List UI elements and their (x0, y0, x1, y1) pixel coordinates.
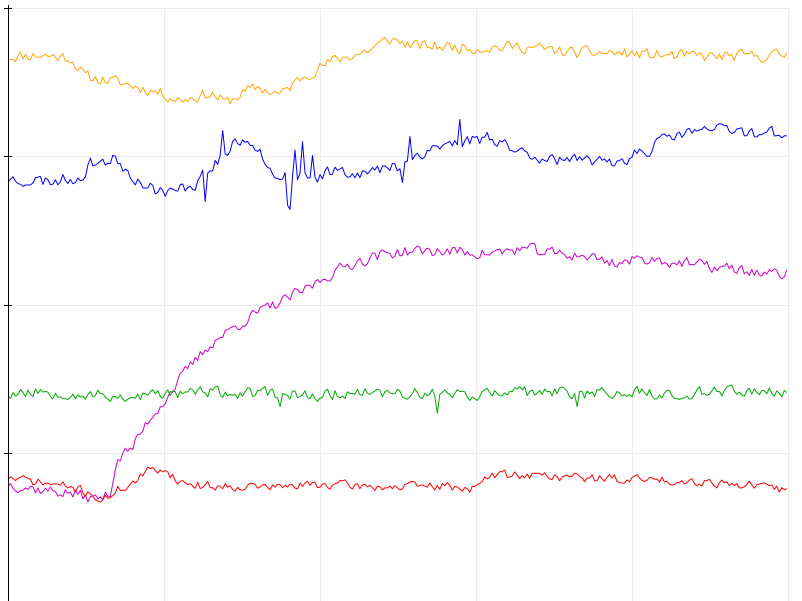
gridlines (8, 8, 789, 601)
series-group (7, 37, 788, 503)
series-line (7, 466, 788, 503)
series-line (7, 384, 788, 414)
axes (4, 5, 12, 601)
series-line (7, 37, 788, 105)
series-line (7, 119, 787, 210)
series-line (7, 242, 788, 503)
